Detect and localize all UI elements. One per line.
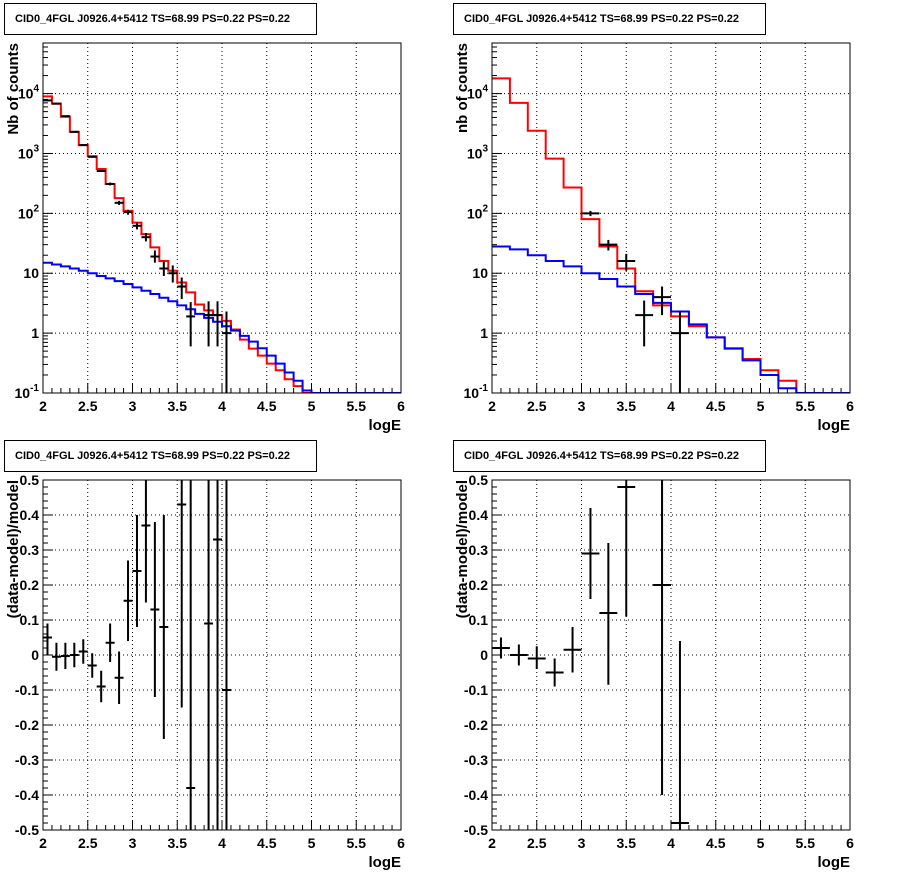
y-tick-label: -0.4 bbox=[464, 787, 488, 803]
x-tick-label: 5.5 bbox=[347, 835, 367, 851]
y-tick-label: 0 bbox=[480, 647, 488, 663]
plot-frame bbox=[491, 42, 851, 394]
x-tick-label: 6 bbox=[846, 398, 854, 414]
y-tick-label: 10 bbox=[472, 265, 488, 281]
y-tick-label: 102 bbox=[467, 203, 489, 221]
x-tick-label: 2.5 bbox=[78, 835, 98, 851]
plot-4: 2 2.5 3 3.5 4 4.5 5 5.5 6 -0.5 -0.4 -0.3 -0.2 -0.1 0 0.… bbox=[454, 472, 854, 871]
series-line-model-component bbox=[43, 261, 401, 393]
x-tick-label: 2 bbox=[39, 398, 47, 414]
x-axis-label: logE bbox=[818, 854, 851, 871]
x-tick-label: 4.5 bbox=[706, 835, 726, 851]
plot-1: 2 2.5 3 3.5 4 4.5 5 5.5 6 10-1 1 10 102 103 104 logE Nb … bbox=[5, 42, 405, 434]
x-tick-label: 6 bbox=[846, 835, 854, 851]
y-tick-label: 0.4 bbox=[469, 507, 489, 523]
x-tick-label: 5.5 bbox=[796, 398, 816, 414]
x-tick-label: 3 bbox=[578, 835, 586, 851]
x-tick-label: 4 bbox=[218, 398, 226, 414]
x-tick-label: 4.5 bbox=[257, 835, 277, 851]
panel2-title: CID0_4FGL J0926.4+5412 TS=68.99 PS=0.22 … bbox=[453, 3, 766, 35]
x-tick-label: 5.5 bbox=[796, 835, 816, 851]
y-tick-label: 103 bbox=[18, 143, 40, 161]
x-tick-label: 3.5 bbox=[617, 835, 637, 851]
x-tick-label: 4 bbox=[667, 835, 675, 851]
y-axis-label: (data-model)/model bbox=[454, 480, 471, 618]
y-tick-label: 0.2 bbox=[469, 577, 489, 593]
y-tick-label: -0.3 bbox=[464, 752, 488, 768]
x-tick-label: 3.5 bbox=[168, 835, 188, 851]
plot-3: 2 2.5 3 3.5 4 4.5 5 5.5 6 -0.5 -0.4 -0.3 -0.2 -0.1 0 0.… bbox=[5, 472, 405, 871]
y-tick-label: 104 bbox=[18, 84, 40, 102]
x-tick-label: 2 bbox=[488, 398, 496, 414]
y-tick-label: 1 bbox=[480, 325, 488, 341]
plot-data bbox=[43, 95, 401, 393]
x-tick-label: 3.5 bbox=[617, 398, 637, 414]
x-axis-label: logE bbox=[369, 417, 402, 434]
y-tick-label: 1 bbox=[31, 325, 39, 341]
x-axis-label: logE bbox=[818, 417, 851, 434]
x-tick-label: 4.5 bbox=[257, 398, 277, 414]
y-tick-label: 10-1 bbox=[464, 383, 489, 401]
x-tick-label: 4.5 bbox=[706, 398, 726, 414]
y-axis-label: (data-model)/model bbox=[5, 480, 22, 618]
y-axis-label: Nb of counts bbox=[5, 43, 22, 135]
x-tick-label: 3 bbox=[578, 398, 586, 414]
x-tick-label: 5 bbox=[308, 835, 316, 851]
x-tick-label: 5 bbox=[757, 835, 765, 851]
x-tick-label: 6 bbox=[397, 835, 405, 851]
x-tick-label: 4 bbox=[218, 835, 226, 851]
y-tick-label: 0.3 bbox=[469, 542, 489, 558]
x-tick-label: 5.5 bbox=[347, 398, 367, 414]
y-tick-label: 10 bbox=[23, 265, 39, 281]
x-tick-label: 3 bbox=[129, 835, 137, 851]
series-line-model-total bbox=[43, 95, 401, 393]
plot-data bbox=[43, 480, 231, 830]
y-tick-label: 10-1 bbox=[15, 383, 40, 401]
plot-data bbox=[492, 77, 850, 393]
plot-frame bbox=[42, 42, 402, 394]
x-tick-label: 2.5 bbox=[527, 398, 547, 414]
y-tick-label: 103 bbox=[467, 143, 489, 161]
y-tick-label: 0.1 bbox=[469, 612, 489, 628]
x-tick-label: 4 bbox=[667, 398, 675, 414]
y-tick-label: 0 bbox=[31, 647, 39, 663]
y-tick-label: -0.1 bbox=[15, 682, 39, 698]
y-tick-label: 0.3 bbox=[20, 542, 40, 558]
y-tick-label: 104 bbox=[467, 84, 489, 102]
y-tick-label: 0.5 bbox=[20, 472, 40, 488]
x-tick-label: 6 bbox=[397, 398, 405, 414]
y-tick-label: 102 bbox=[18, 203, 40, 221]
x-tick-label: 5 bbox=[308, 398, 316, 414]
x-tick-label: 2.5 bbox=[78, 398, 98, 414]
panel1-title: CID0_4FGL J0926.4+5412 TS=68.99 PS=0.22 … bbox=[4, 3, 317, 35]
x-tick-label: 3 bbox=[129, 398, 137, 414]
y-tick-label: -0.4 bbox=[15, 787, 39, 803]
plot-frame bbox=[42, 479, 402, 831]
plot-2: 2 2.5 3 3.5 4 4.5 5 5.5 6 10-1 1 10 102 103 104 logE nb … bbox=[454, 42, 854, 434]
x-tick-label: 3.5 bbox=[168, 398, 188, 414]
x-tick-label: 2.5 bbox=[527, 835, 547, 851]
y-tick-label: -0.5 bbox=[15, 822, 39, 838]
x-tick-label: 5 bbox=[757, 398, 765, 414]
y-axis-label: nb of counts bbox=[454, 43, 471, 133]
y-tick-label: 0.2 bbox=[20, 577, 40, 593]
y-tick-label: -0.2 bbox=[464, 717, 488, 733]
x-tick-label: 2 bbox=[39, 835, 47, 851]
panel4-title: CID0_4FGL J0926.4+5412 TS=68.99 PS=0.22 … bbox=[453, 440, 766, 472]
x-tick-label: 2 bbox=[488, 835, 496, 851]
y-tick-label: -0.2 bbox=[15, 717, 39, 733]
x-axis-label: logE bbox=[369, 854, 402, 871]
y-tick-label: 0.5 bbox=[469, 472, 489, 488]
y-tick-label: -0.3 bbox=[15, 752, 39, 768]
plot-data bbox=[492, 480, 689, 830]
plot-frame bbox=[491, 479, 851, 831]
y-tick-label: 0.1 bbox=[20, 612, 40, 628]
y-tick-label: -0.1 bbox=[464, 682, 488, 698]
y-tick-label: -0.5 bbox=[464, 822, 488, 838]
y-tick-label: 0.4 bbox=[20, 507, 40, 523]
panel3-title: CID0_4FGL J0926.4+5412 TS=68.99 PS=0.22 … bbox=[4, 440, 317, 472]
